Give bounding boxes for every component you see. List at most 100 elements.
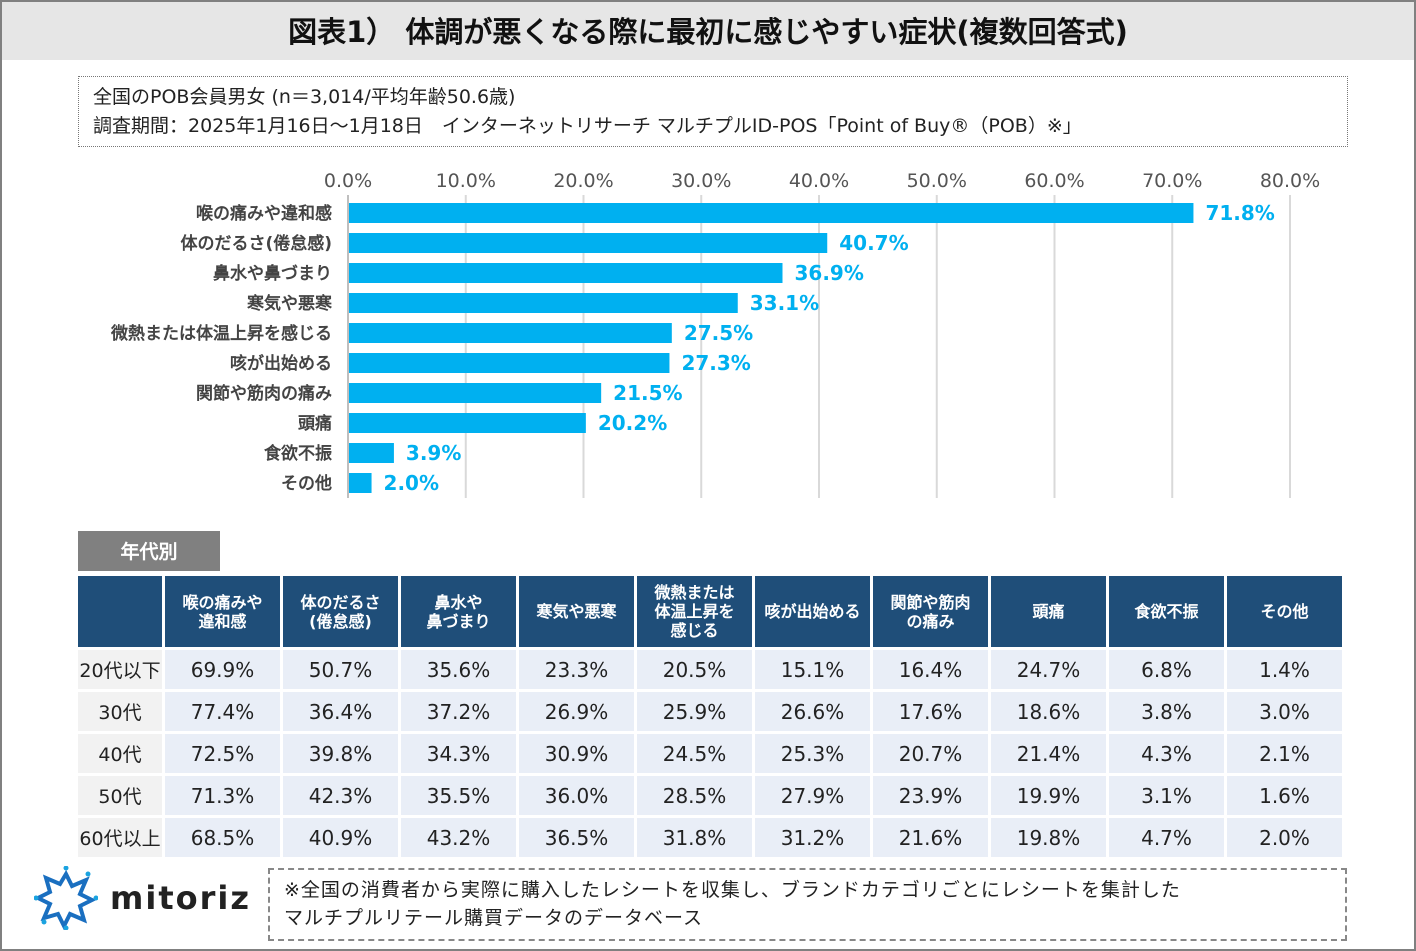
table-cell: 43.2% — [401, 818, 516, 857]
value-label: 20.2% — [598, 411, 667, 435]
bar — [348, 263, 783, 283]
table-cell: 23.3% — [519, 650, 634, 689]
survey-info-line2: 調査期間：2025年1月16日～1月18日 インターネットリサーチ マルチプルI… — [93, 115, 1082, 137]
table-cell: 37.2% — [401, 692, 516, 731]
age-table: 喉の痛みや 違和感 体のだるさ (倦怠感) 鼻水や 鼻づまり 寒気や悪寒 微熱または 体… — [75, 573, 1345, 860]
table-cell: 3.8% — [1109, 692, 1224, 731]
table-cell: 23.9% — [873, 776, 988, 815]
table-cell: 31.8% — [637, 818, 752, 857]
table-cell: 3.0% — [1227, 692, 1342, 731]
table-cell: 34.3% — [401, 734, 516, 773]
table-cell: 21.4% — [991, 734, 1106, 773]
bar — [348, 443, 394, 463]
table-cell: 36.0% — [519, 776, 634, 815]
footnote-line2: マルチプルリテール購買データのデータベース — [284, 907, 704, 929]
category-label: 鼻水や鼻づまり — [213, 263, 332, 284]
column-header: 体のだるさ (倦怠感) — [283, 576, 398, 647]
footnote: ※全国の消費者から実際に購入したレシートを収集し、ブランドカテゴリごとにレシート… — [268, 868, 1347, 941]
row-header: 20代以下 — [78, 650, 162, 689]
row-header: 60代以上 — [78, 818, 162, 857]
bar — [348, 323, 672, 343]
table-cell: 21.6% — [873, 818, 988, 857]
figure-title: 図表1） 体調が悪くなる際に最初に感じやすい症状(複数回答式) — [2, 2, 1414, 60]
table-row: 40代 72.5% 39.8% 34.3% 30.9% 24.5% 25.3% 20.7% 21… — [78, 734, 1342, 773]
table-cell: 68.5% — [165, 818, 280, 857]
x-tick-label: 80.0% — [1260, 170, 1320, 192]
table-cell: 25.9% — [637, 692, 752, 731]
bar-chart: 0.0% 10.0% 20.0% 30.0% 40.0% 50.0% 60.0% 70.0% 8… — [110, 170, 1320, 498]
category-label: 頭痛 — [298, 413, 332, 434]
value-label: 21.5% — [613, 381, 682, 405]
table-cell: 20.7% — [873, 734, 988, 773]
survey-info-line1: 全国のPOB会員男女 (n＝3,014/平均年齢50.6歳) — [93, 86, 516, 108]
table-cell: 36.4% — [283, 692, 398, 731]
table-cell: 24.7% — [991, 650, 1106, 689]
age-table-badge: 年代別 — [78, 531, 220, 571]
category-label: 食欲不振 — [264, 443, 332, 464]
table-cell: 36.5% — [519, 818, 634, 857]
column-header: 微熱または 体温上昇を 感じる — [637, 576, 752, 647]
category-label: 体のだるさ(倦怠感) — [180, 233, 332, 254]
table-corner — [78, 576, 162, 647]
table-cell: 26.9% — [519, 692, 634, 731]
table-cell: 26.6% — [755, 692, 870, 731]
column-header: 食欲不振 — [1109, 576, 1224, 647]
value-label: 40.7% — [839, 231, 908, 255]
column-header: その他 — [1227, 576, 1342, 647]
table-cell: 50.7% — [283, 650, 398, 689]
row-header: 50代 — [78, 776, 162, 815]
category-label: 咳が出始める — [230, 353, 332, 374]
column-header: 鼻水や 鼻づまり — [401, 576, 516, 647]
table-cell: 69.9% — [165, 650, 280, 689]
x-tick-label: 0.0% — [324, 170, 372, 192]
bar — [348, 383, 602, 403]
table-cell: 31.2% — [755, 818, 870, 857]
bar — [348, 473, 372, 493]
bar — [348, 233, 828, 253]
table-row: 60代以上 68.5% 40.9% 43.2% 36.5% 31.8% 31.2% 21.6%… — [78, 818, 1342, 857]
category-label: 喉の痛みや違和感 — [196, 203, 332, 224]
table-cell: 19.9% — [991, 776, 1106, 815]
table-row: 50代 71.3% 42.3% 35.5% 36.0% 28.5% 27.9% 23.9% 19… — [78, 776, 1342, 815]
table-cell: 17.6% — [873, 692, 988, 731]
x-tick-label: 50.0% — [907, 170, 967, 192]
category-label: 寒気や悪寒 — [247, 293, 332, 314]
table-cell: 72.5% — [165, 734, 280, 773]
table-cell: 35.6% — [401, 650, 516, 689]
footnote-line1: ※全国の消費者から実際に購入したレシートを収集し、ブランドカテゴリごとにレシート… — [284, 879, 1181, 901]
table-cell: 28.5% — [637, 776, 752, 815]
column-header: 喉の痛みや 違和感 — [165, 576, 280, 647]
logo-text: mitoriz — [110, 879, 251, 917]
table-cell: 6.8% — [1109, 650, 1224, 689]
table-cell: 30.9% — [519, 734, 634, 773]
table-cell: 18.6% — [991, 692, 1106, 731]
value-label: 2.0% — [384, 471, 439, 495]
table-cell: 20.5% — [637, 650, 752, 689]
survey-info: 全国のPOB会員男女 (n＝3,014/平均年齢50.6歳) 調査期間：2025… — [78, 76, 1348, 147]
bar — [348, 413, 586, 433]
table-cell: 2.0% — [1227, 818, 1342, 857]
table-cell: 27.9% — [755, 776, 870, 815]
value-label: 36.9% — [794, 261, 863, 285]
value-label: 27.5% — [684, 321, 753, 345]
table-cell: 77.4% — [165, 692, 280, 731]
table-cell: 19.8% — [991, 818, 1106, 857]
x-tick-label: 70.0% — [1142, 170, 1202, 192]
table-row: 20代以下 69.9% 50.7% 35.6% 23.3% 20.5% 15.1% 16.4%… — [78, 650, 1342, 689]
row-header: 30代 — [78, 692, 162, 731]
x-tick-label: 20.0% — [553, 170, 613, 192]
bar — [348, 353, 670, 373]
category-label: その他 — [281, 473, 332, 494]
table-cell: 25.3% — [755, 734, 870, 773]
bar — [348, 203, 1194, 223]
x-tick-label: 10.0% — [436, 170, 496, 192]
table-cell: 35.5% — [401, 776, 516, 815]
mitoriz-logo: mitoriz — [34, 866, 251, 930]
category-label: 微熱または体温上昇を感じる — [110, 323, 332, 344]
table-row: 30代 77.4% 36.4% 37.2% 26.9% 25.9% 26.6% 17.6% 18… — [78, 692, 1342, 731]
value-label: 33.1% — [750, 291, 819, 315]
x-tick-label: 30.0% — [671, 170, 731, 192]
table-cell: 2.1% — [1227, 734, 1342, 773]
column-header: 頭痛 — [991, 576, 1106, 647]
